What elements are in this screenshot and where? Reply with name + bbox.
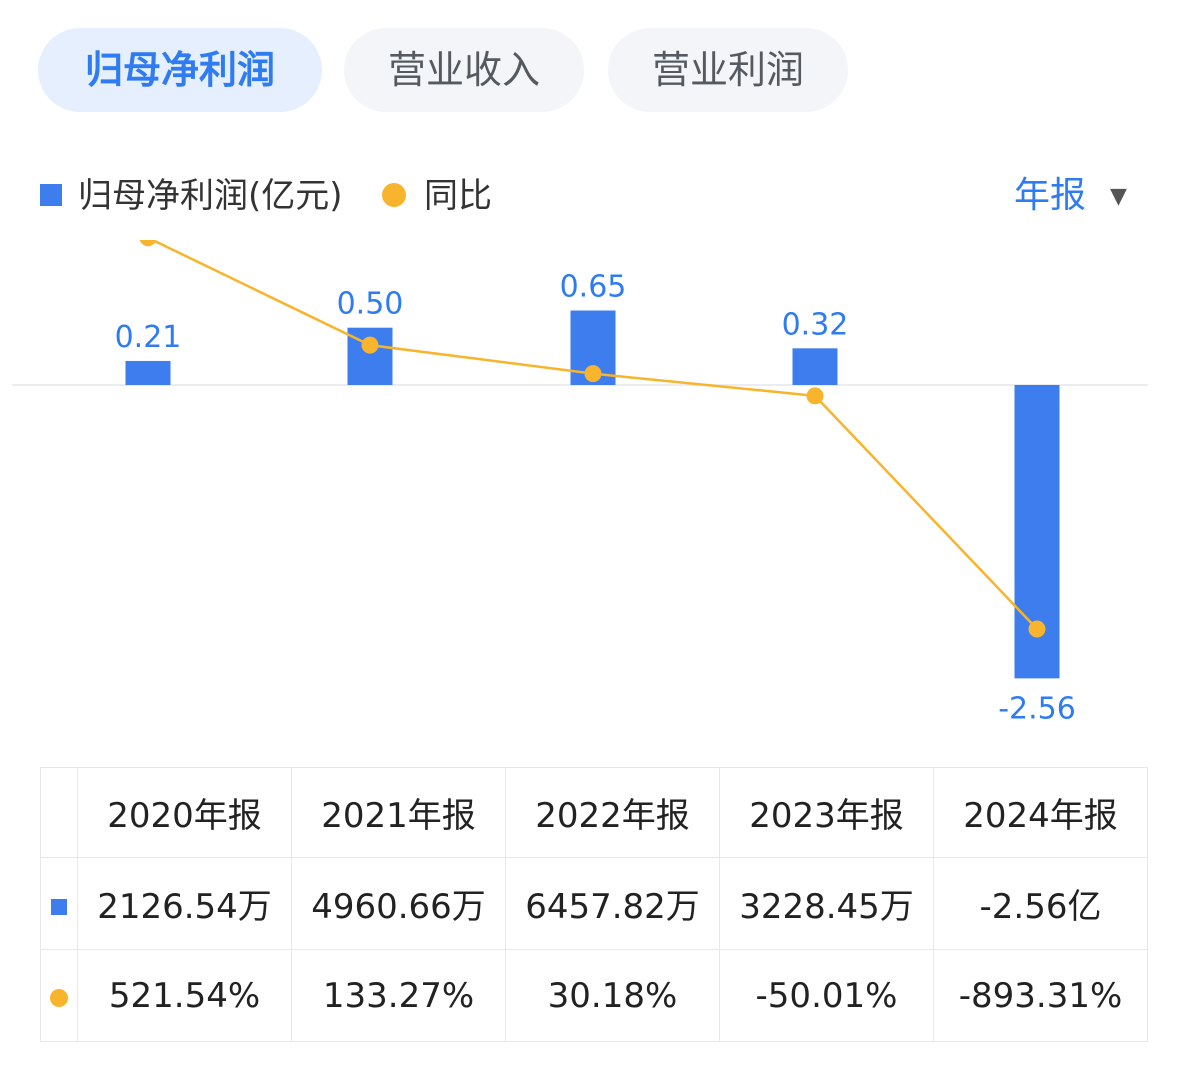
table-cell: 2126.54万 — [77, 857, 292, 950]
data-table: 2020年报 2021年报 2022年报 2023年报 2024年报 2126.… — [40, 767, 1148, 1042]
legend-label-net-profit: 归母净利润(亿元) — [78, 176, 343, 216]
legend-square-icon — [40, 183, 62, 206]
table-cell: -893.31% — [933, 949, 1148, 1042]
yoy-point[interactable] — [584, 365, 602, 383]
legend-item-net-profit[interactable]: 归母净利润(亿元) — [40, 170, 343, 222]
table-cell: 3228.45万 — [719, 857, 934, 950]
yoy-point[interactable] — [1028, 620, 1046, 638]
table-corner-cell — [40, 767, 78, 858]
table-cell: 4960.66万 — [291, 857, 506, 950]
yoy-point[interactable] — [139, 240, 157, 247]
table-header: 2020年报 — [77, 767, 292, 858]
legend-label-yoy: 同比 — [424, 176, 492, 216]
row-icon-cell — [40, 857, 78, 950]
table-header: 2021年报 — [291, 767, 506, 858]
table-header: 2023年报 — [719, 767, 934, 858]
tab-revenue[interactable]: 营业收入 — [344, 28, 584, 112]
bar[interactable] — [792, 348, 838, 385]
yoy-point[interactable] — [361, 336, 379, 354]
line-dot-icon — [50, 988, 68, 1007]
tab-operating-profit[interactable]: 营业利润 — [608, 28, 848, 112]
period-label: 年报 — [1014, 175, 1087, 216]
bar-value-label: -2.56 — [998, 691, 1076, 726]
table-cell: 6457.82万 — [505, 857, 720, 950]
tab-net-profit[interactable]: 归母净利润 — [38, 28, 322, 112]
bar-value-label: 0.50 — [337, 287, 404, 322]
row-icon-cell — [40, 949, 78, 1042]
table-cell: 521.54% — [77, 949, 292, 1042]
caret-down-icon: ▼ — [1110, 184, 1127, 209]
legend-dot-icon — [382, 182, 406, 207]
table-header: 2022年报 — [505, 767, 720, 858]
table-cell: -2.56亿 — [933, 857, 1148, 950]
legend-item-yoy[interactable]: 同比 — [382, 170, 492, 222]
table-cell: 30.18% — [505, 949, 720, 1042]
bar-value-label: 0.32 — [782, 307, 849, 342]
table-header: 2024年报 — [933, 767, 1148, 858]
yoy-point[interactable] — [806, 387, 824, 405]
bar[interactable] — [125, 360, 171, 385]
table-cell: 133.27% — [291, 949, 506, 1042]
bar-value-label: 0.21 — [115, 320, 182, 355]
table-header-row: 2020年报 2021年报 2022年报 2023年报 2024年报 — [40, 767, 1148, 858]
bar-value-label: 0.65 — [560, 270, 627, 305]
table-row-net-profit: 2126.54万 4960.66万 6457.82万 3228.45万 -2.5… — [40, 857, 1148, 950]
table-cell: -50.01% — [719, 949, 934, 1042]
bar-square-icon — [51, 898, 67, 915]
profit-chart: 0.21 0.50 0.65 0.32 -2.56 — [12, 240, 1148, 726]
table-row-yoy: 521.54% 133.27% 30.18% -50.01% -893.31% — [40, 949, 1148, 1042]
period-dropdown[interactable]: 年报 ▼ — [1014, 170, 1127, 222]
